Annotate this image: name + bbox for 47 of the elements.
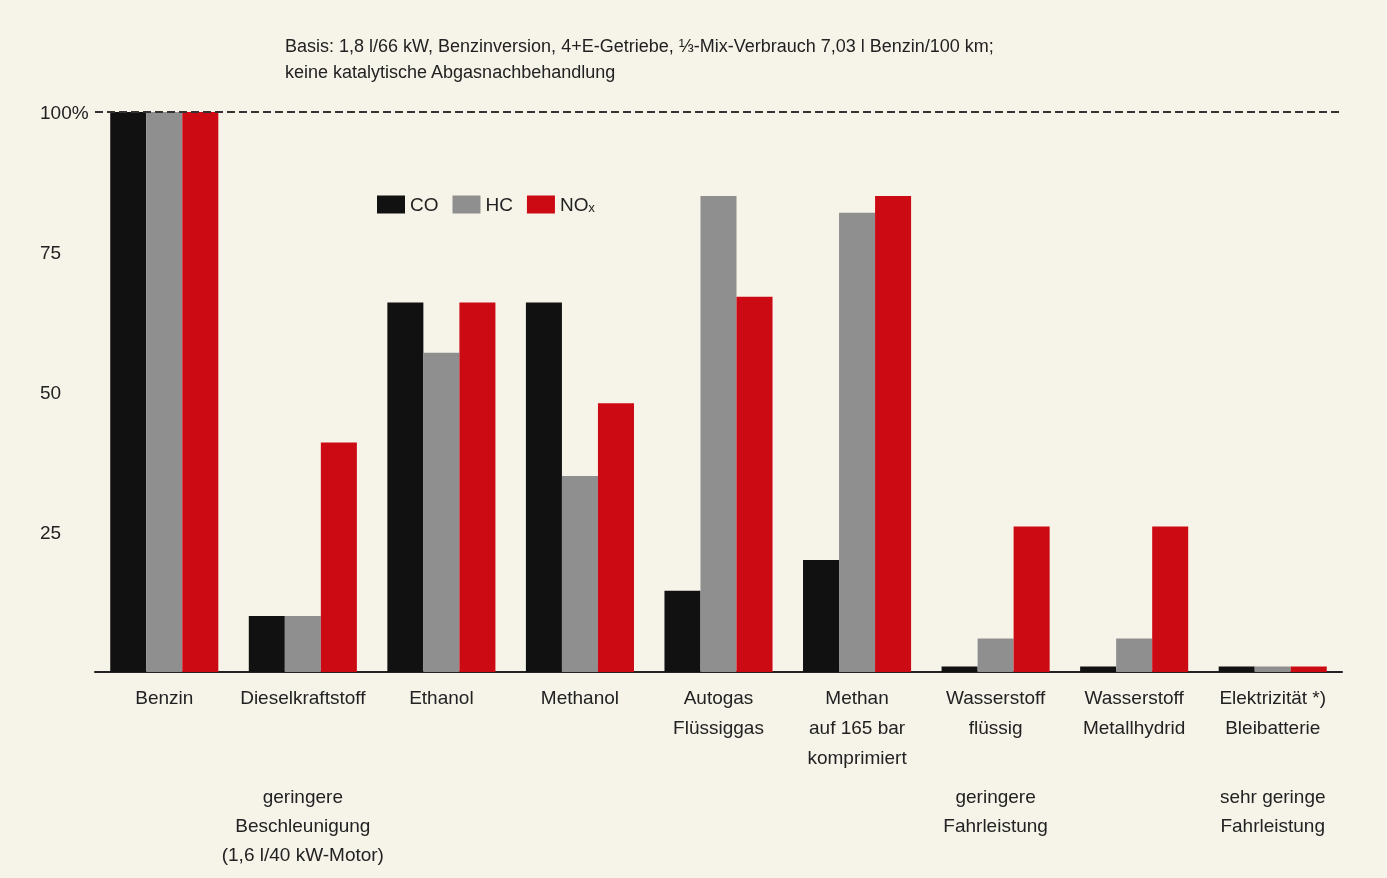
bar bbox=[977, 638, 1014, 672]
bar bbox=[700, 196, 737, 672]
bar bbox=[597, 403, 634, 672]
x-tick-label: Ethanol bbox=[409, 686, 474, 708]
bar bbox=[1116, 638, 1153, 672]
text: geringere Fahrleistung bbox=[943, 786, 1048, 836]
bar bbox=[387, 302, 424, 672]
chart-subtitle: Basis: 1,8 l/66 kW, Benzinversion, 4+E-Getriebe, ⅓-Mix-Verbrauch 7,03 l Benzin/100 km; keine katalytische Abgasnachbehandlung bbox=[285, 36, 994, 82]
y-tick-label: 25 bbox=[40, 521, 62, 543]
bar bbox=[664, 590, 701, 672]
y-tick-label: 100% bbox=[40, 101, 89, 123]
x-tick-label: Autogas Flüssiggas bbox=[673, 686, 764, 738]
x-tick-label: Elektrizität *) Bleibatterie bbox=[1219, 686, 1327, 738]
bar bbox=[1080, 666, 1117, 672]
x-tick-label: Wasserstoff Metallhydrid bbox=[1082, 686, 1186, 738]
bar bbox=[941, 666, 978, 672]
bar bbox=[875, 196, 912, 672]
bar bbox=[839, 212, 876, 672]
bar bbox=[182, 112, 219, 672]
x-tick-label: Methan auf 165 bar komprimiert bbox=[807, 686, 908, 768]
x-tick-label: Dieselkraftstoff bbox=[240, 686, 367, 708]
legend-label: HC bbox=[485, 194, 513, 215]
bar bbox=[525, 302, 562, 672]
y-tick-label: 75 bbox=[40, 241, 62, 263]
legend-label: CO bbox=[410, 194, 439, 215]
y-tick-label: 50 bbox=[40, 381, 62, 403]
bar bbox=[248, 616, 285, 672]
x-tick-label: Benzin bbox=[135, 686, 194, 708]
x-tick-label: Methanol bbox=[540, 686, 620, 708]
bar bbox=[1013, 526, 1050, 672]
bar bbox=[110, 112, 147, 672]
bar bbox=[803, 560, 840, 672]
bar bbox=[736, 296, 773, 672]
bar bbox=[561, 476, 598, 672]
x-tick-label: Wasserstoff flüssig bbox=[945, 686, 1046, 738]
legend-label: NOₓ bbox=[559, 194, 596, 215]
bar bbox=[1254, 666, 1291, 672]
bar bbox=[320, 442, 357, 672]
text: geringere Beschleunigung (1,6 l/40 kW-Motor) bbox=[221, 786, 384, 865]
bar bbox=[284, 616, 321, 672]
bar bbox=[1218, 666, 1255, 672]
bar bbox=[423, 352, 460, 672]
bar bbox=[1152, 526, 1189, 672]
bar bbox=[459, 302, 496, 672]
bar bbox=[1290, 666, 1327, 672]
bar bbox=[146, 112, 183, 672]
text: sehr geringe Fahrleistung bbox=[1219, 786, 1326, 836]
